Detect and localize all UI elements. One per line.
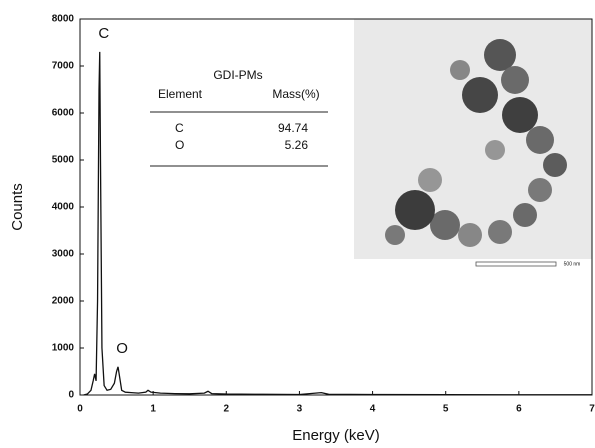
y-tick-label: 1000 xyxy=(52,343,75,354)
inset-table: GDI-PMs Element Mass(%) C 94.74 O 5.26 xyxy=(150,68,328,167)
y-tick-label: 2000 xyxy=(52,296,75,307)
y-tick-label: 7000 xyxy=(52,61,75,72)
x-tick-label: 0 xyxy=(77,404,83,415)
x-tick-label: 6 xyxy=(516,404,522,415)
table-cell: O xyxy=(175,138,184,152)
x-tick-label: 5 xyxy=(443,404,449,415)
inset-micrograph: 500 nm xyxy=(354,19,592,267)
y-tick-label: 4000 xyxy=(52,202,75,213)
x-axis-title: Energy (keV) xyxy=(292,427,380,444)
x-tick-label: 3 xyxy=(297,404,303,415)
x-tick-label: 1 xyxy=(150,404,156,415)
x-tick-label: 2 xyxy=(224,404,230,415)
scale-label: 500 nm xyxy=(564,261,581,267)
y-tick-label: 5000 xyxy=(52,155,75,166)
table-cell: C xyxy=(175,121,184,135)
peak-label: C xyxy=(98,25,109,42)
table-cell: 94.74 xyxy=(278,121,308,135)
table-title: GDI-PMs xyxy=(213,68,262,82)
x-tick-label: 4 xyxy=(370,404,376,415)
table-header: Mass(%) xyxy=(272,87,319,101)
y-axis-title: Counts xyxy=(9,183,26,231)
peak-label: O xyxy=(116,340,128,357)
y-tick-label: 6000 xyxy=(52,108,75,119)
y-tick-label: 3000 xyxy=(52,249,75,260)
spectrum-line xyxy=(83,51,592,396)
y-tick-label: 0 xyxy=(68,390,74,401)
x-tick-label: 7 xyxy=(589,404,595,415)
y-tick-label: 8000 xyxy=(52,14,75,25)
table-cell: 5.26 xyxy=(285,138,309,152)
table-header: Element xyxy=(158,87,203,101)
